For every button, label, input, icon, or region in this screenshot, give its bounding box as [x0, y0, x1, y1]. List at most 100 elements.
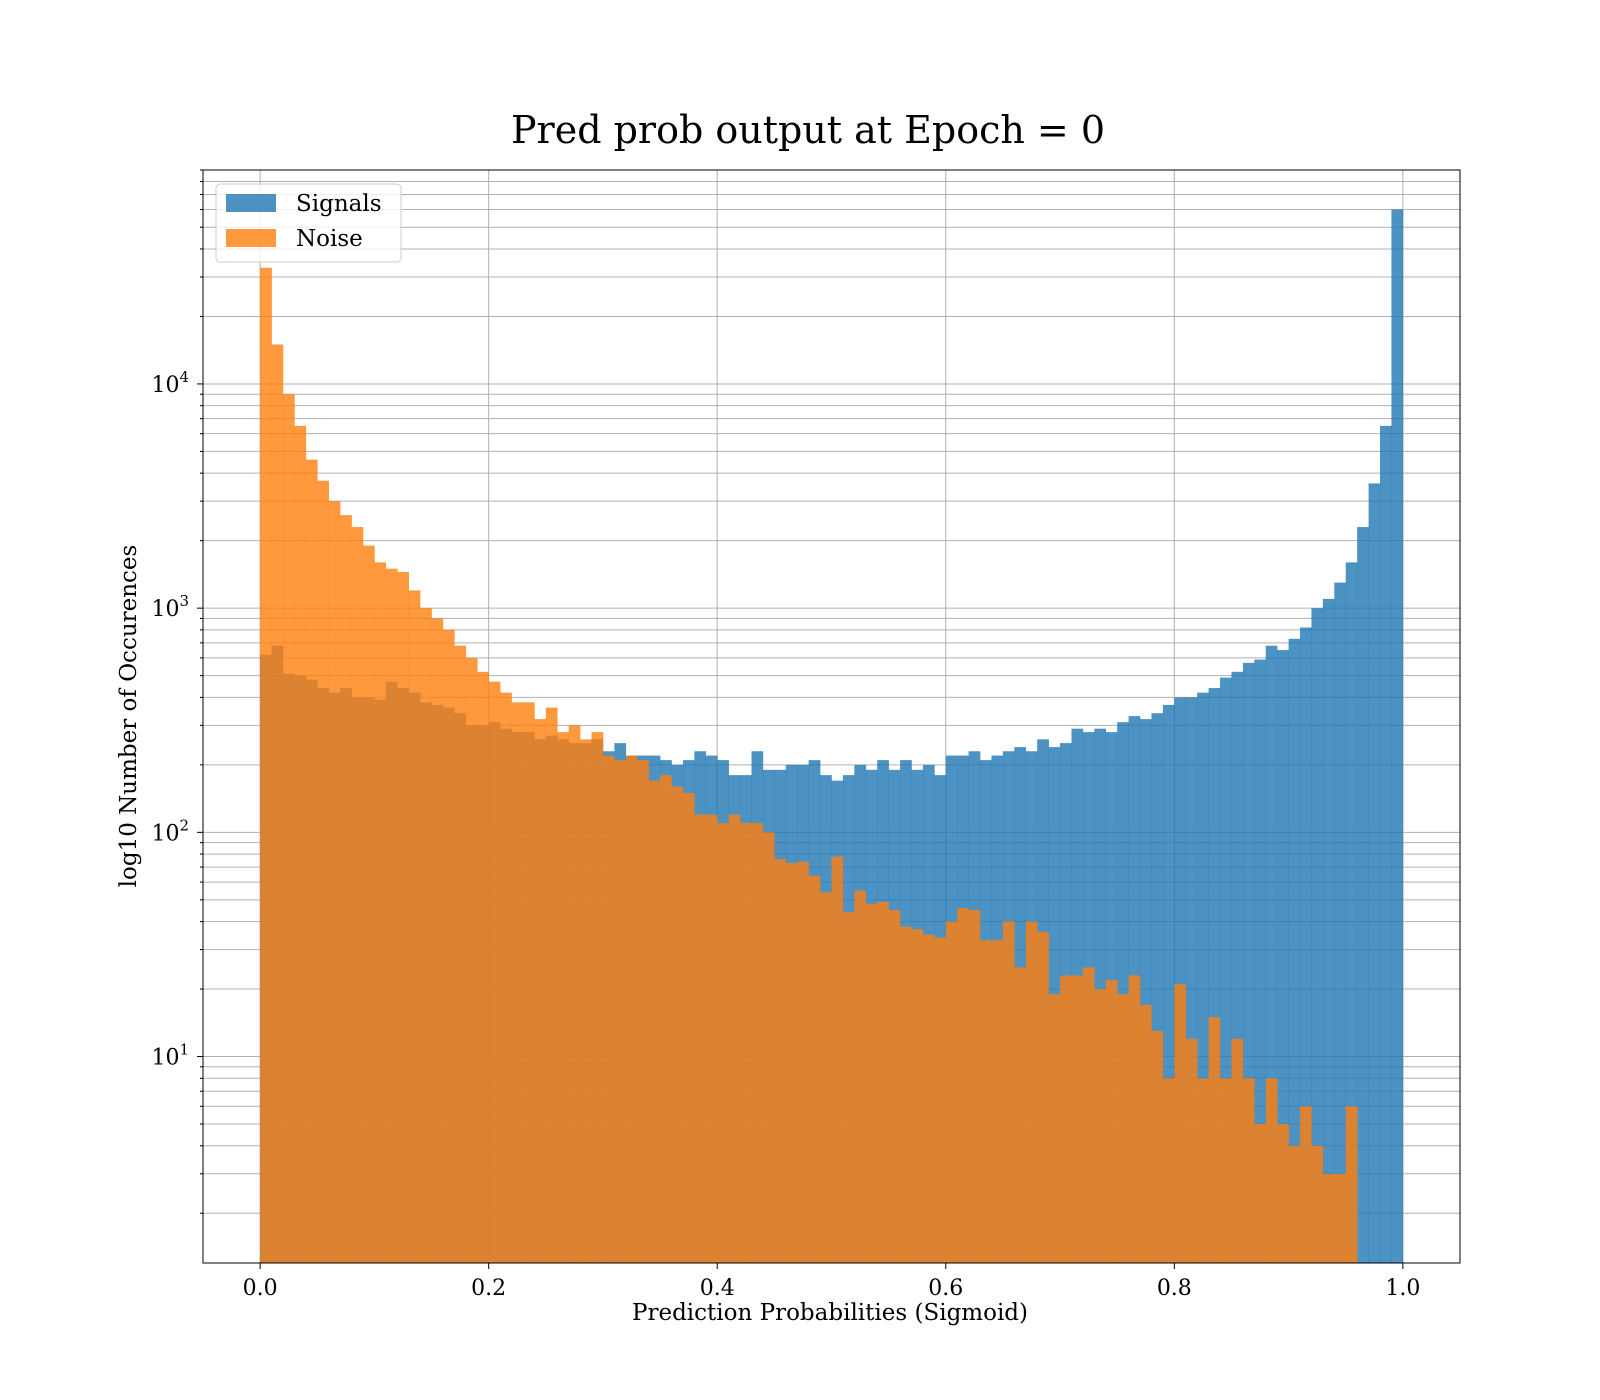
- bar-noise: [1322, 1173, 1335, 1263]
- x-tick-label: 0.4: [700, 1276, 735, 1301]
- bar-noise: [1288, 1145, 1301, 1263]
- bar-signals: [1162, 704, 1175, 1263]
- bar-noise: [808, 875, 821, 1263]
- x-axis-label: Prediction Probabilities (Sigmoid): [632, 1300, 1028, 1326]
- bar-noise: [1231, 1038, 1244, 1263]
- bar-noise: [351, 527, 364, 1263]
- bar-noise: [385, 568, 398, 1263]
- bar-noise: [408, 590, 421, 1263]
- bar-noise: [1048, 994, 1061, 1263]
- bar-noise: [1094, 989, 1107, 1263]
- bar-noise: [625, 755, 638, 1263]
- bar-noise: [682, 792, 695, 1263]
- y-tick-label: 102: [151, 816, 189, 846]
- bar-noise: [922, 934, 935, 1263]
- bar-noise: [511, 702, 524, 1263]
- x-tick-label: 0.0: [243, 1276, 278, 1301]
- bar-noise: [751, 823, 764, 1263]
- bar-noise: [1174, 984, 1187, 1263]
- bar-noise: [557, 732, 569, 1263]
- bar-noise: [534, 719, 547, 1263]
- bar-signals: [1322, 598, 1335, 1263]
- bar-noise: [305, 459, 318, 1264]
- bar-noise: [831, 856, 844, 1263]
- bar-noise: [1071, 975, 1084, 1263]
- bar-noise: [580, 739, 592, 1263]
- bar-noise: [1037, 931, 1049, 1263]
- bar-signals: [1254, 659, 1267, 1263]
- bar-noise: [877, 901, 889, 1263]
- x-tick-label: 1.0: [1385, 1276, 1420, 1301]
- bar-signals: [1208, 688, 1221, 1263]
- bar-noise: [1060, 975, 1072, 1263]
- bar-noise: [1345, 1106, 1358, 1263]
- bar-noise: [934, 937, 947, 1263]
- bar-signals: [1265, 645, 1278, 1263]
- legend-label-noise: Noise: [296, 226, 363, 252]
- y-axis-ticks: 101 102 103 104: [151, 169, 203, 1214]
- chart-title: Pred prob output at Epoch = 0: [511, 108, 1105, 152]
- bar-noise: [1162, 1078, 1175, 1263]
- bar-signals: [1311, 608, 1324, 1263]
- bar-noise: [945, 921, 958, 1263]
- bar-signals: [1220, 677, 1232, 1263]
- bar-signals: [1357, 527, 1369, 1263]
- bar-noise: [648, 780, 661, 1263]
- bar-noise: [797, 861, 809, 1263]
- legend-swatch-noise: [226, 229, 276, 247]
- bar-signals: [1117, 722, 1129, 1263]
- x-tick-label: 0.6: [928, 1276, 963, 1301]
- bar-noise: [465, 657, 478, 1263]
- bar-noise: [477, 671, 489, 1263]
- bar-signals: [1174, 697, 1187, 1263]
- x-tick-label: 0.8: [1157, 1276, 1192, 1301]
- legend-label-signals: Signals: [296, 191, 382, 217]
- bar-signals: [1231, 671, 1244, 1263]
- bar-noise: [488, 681, 501, 1263]
- bar-noise: [1117, 994, 1129, 1263]
- bar-noise: [1277, 1124, 1289, 1263]
- bar-noise: [740, 823, 752, 1263]
- bar-noise: [1105, 979, 1118, 1263]
- bar-signals: [1300, 627, 1312, 1263]
- bar-noise: [660, 775, 672, 1263]
- bar-noise: [431, 618, 444, 1263]
- bar-signals: [1197, 692, 1209, 1263]
- bar-noise: [1002, 921, 1015, 1263]
- legend-swatch-signals: [226, 194, 276, 212]
- histogram-bars: [260, 209, 1404, 1264]
- plot-frame: [202, 169, 1461, 1264]
- bar-noise: [328, 501, 341, 1263]
- bar-noise: [637, 760, 649, 1263]
- bar-noise: [340, 515, 352, 1263]
- bar-noise: [820, 892, 832, 1263]
- bar-noise: [614, 760, 627, 1263]
- bar-noise: [362, 545, 375, 1263]
- bar-signals: [1334, 582, 1347, 1263]
- bar-noise: [1025, 921, 1038, 1263]
- bar-signals: [1345, 562, 1358, 1263]
- bar-noise: [854, 890, 867, 1263]
- bar-noise: [671, 786, 684, 1263]
- bar-noise: [442, 629, 455, 1263]
- x-tick-label: 0.2: [471, 1276, 506, 1301]
- bar-noise: [1311, 1145, 1324, 1263]
- bar-noise: [397, 571, 409, 1263]
- bar-noise: [1197, 1078, 1209, 1263]
- x-axis-ticks: 0.0 0.2 0.4 0.6 0.8 1.0: [243, 1263, 1420, 1301]
- bar-signals: [1391, 209, 1404, 1263]
- y-tick-label: 104: [151, 368, 189, 398]
- bar-noise: [957, 907, 969, 1263]
- bar-noise: [294, 425, 307, 1263]
- bar-noise: [568, 725, 581, 1263]
- bar-noise: [694, 814, 707, 1263]
- bar-noise: [968, 910, 981, 1263]
- bar-noise: [1254, 1124, 1267, 1263]
- bar-signals: [1288, 638, 1301, 1263]
- bar-noise: [602, 755, 615, 1263]
- bar-noise: [374, 562, 387, 1263]
- bar-noise: [420, 608, 432, 1263]
- bar-noise: [1082, 967, 1095, 1263]
- bar-noise: [774, 859, 787, 1263]
